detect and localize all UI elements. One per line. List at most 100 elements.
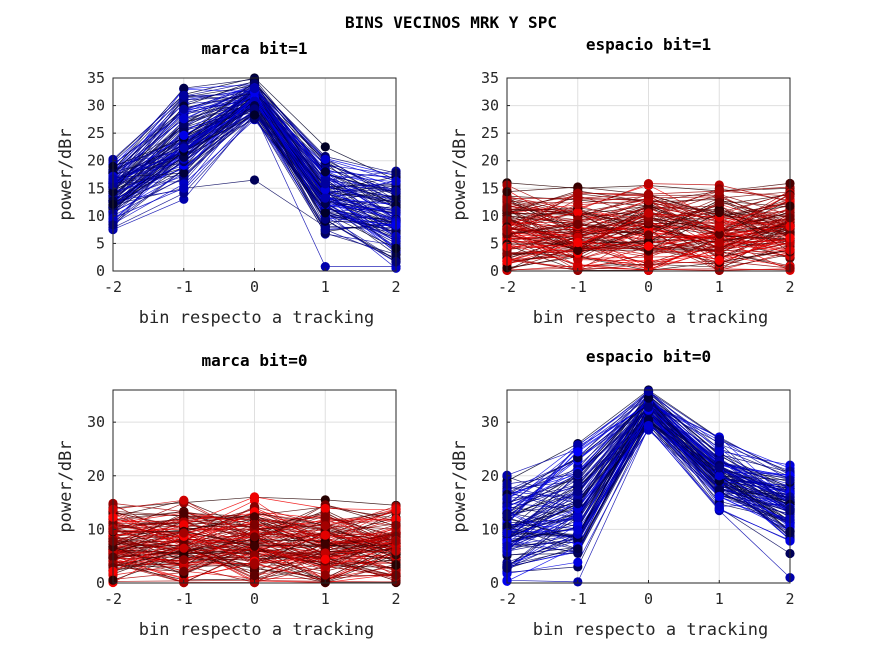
y-tick-label: 0 — [96, 262, 105, 280]
y-tick-label: 20 — [87, 152, 105, 170]
data-point — [573, 440, 583, 451]
y-tick-label: 30 — [481, 413, 499, 431]
data-point — [714, 229, 724, 239]
data-point — [320, 570, 330, 580]
y-tick-label: 10 — [87, 207, 105, 225]
y-tick-label: 15 — [87, 179, 105, 197]
y-tick-label: 10 — [481, 520, 499, 538]
data-point — [179, 168, 189, 178]
x-tick-label: -2 — [498, 278, 516, 296]
y-axis-label: power/dBr — [56, 440, 76, 532]
x-tick-label: -2 — [104, 590, 122, 608]
data-point — [249, 492, 260, 502]
data-point — [320, 142, 330, 152]
data-point — [714, 207, 724, 218]
x-axis-label: bin respecto a tracking — [139, 308, 374, 328]
y-tick-label: 20 — [87, 467, 105, 485]
data-point — [573, 219, 583, 229]
y-tick-label: 20 — [481, 467, 499, 485]
x-axis-label: bin respecto a tracking — [533, 308, 768, 328]
data-point — [320, 530, 330, 540]
data-point — [320, 167, 330, 177]
x-tick-label: 1 — [715, 590, 724, 608]
y-tick-label: 30 — [87, 413, 105, 431]
subplot-title: espacio bit=0 — [586, 347, 711, 366]
data-point — [573, 447, 583, 457]
data-point — [320, 193, 330, 203]
y-tick-label: 30 — [481, 97, 499, 115]
data-point — [320, 503, 330, 514]
x-tick-label: 0 — [644, 590, 653, 608]
data-point — [643, 196, 654, 206]
data-point — [643, 402, 654, 412]
data-point — [320, 179, 330, 189]
x-tick-label: -1 — [175, 278, 193, 296]
data-point — [573, 237, 583, 248]
data-point — [714, 463, 724, 473]
data-point — [249, 519, 260, 530]
y-tick-label: 30 — [87, 97, 105, 115]
data-point — [714, 197, 724, 207]
data-point — [643, 179, 654, 189]
data-point — [573, 513, 583, 523]
marker-group — [108, 73, 401, 273]
data-point — [573, 480, 583, 490]
subplot-title: espacio bit=1 — [586, 35, 711, 54]
data-point — [179, 183, 189, 193]
data-point — [643, 393, 654, 403]
x-axis-label: bin respecto a tracking — [533, 620, 768, 640]
data-point — [573, 557, 583, 567]
data-point — [320, 208, 330, 218]
x-tick-label: 1 — [321, 590, 330, 608]
data-point — [320, 225, 330, 235]
x-tick-label: -2 — [498, 590, 516, 608]
x-tick-label: -2 — [104, 278, 122, 296]
x-tick-label: 2 — [391, 278, 400, 296]
data-point — [320, 154, 330, 164]
data-point — [573, 245, 583, 255]
marker-group — [502, 178, 795, 275]
data-point — [320, 262, 330, 272]
y-tick-label: 25 — [87, 124, 105, 142]
data-point — [643, 241, 654, 251]
data-point — [714, 255, 724, 265]
data-point — [643, 420, 654, 431]
data-point — [643, 208, 654, 218]
data-point — [179, 83, 189, 93]
data-point — [714, 471, 724, 481]
data-point — [249, 532, 260, 542]
y-tick-label: 15 — [481, 179, 499, 197]
data-point — [320, 554, 330, 565]
data-point — [179, 130, 189, 140]
data-point — [249, 110, 260, 120]
x-tick-label: -1 — [569, 590, 587, 608]
data-point — [714, 222, 724, 232]
data-point — [573, 469, 583, 479]
data-point — [573, 486, 583, 496]
y-tick-label: 35 — [481, 69, 499, 87]
data-point — [714, 501, 724, 511]
data-point — [573, 499, 583, 509]
data-point — [714, 446, 724, 457]
data-point — [714, 186, 724, 196]
data-point — [179, 114, 189, 124]
x-tick-label: 1 — [715, 278, 724, 296]
x-tick-label: 0 — [250, 278, 259, 296]
data-point — [179, 90, 189, 101]
data-point — [643, 386, 654, 396]
data-point — [573, 544, 583, 554]
data-point — [573, 525, 583, 535]
data-point — [249, 512, 260, 522]
y-tick-label: 0 — [490, 262, 499, 280]
data-point — [179, 495, 189, 505]
data-point — [573, 255, 583, 265]
data-point — [249, 541, 260, 551]
x-tick-label: 0 — [644, 278, 653, 296]
data-point — [179, 543, 189, 553]
